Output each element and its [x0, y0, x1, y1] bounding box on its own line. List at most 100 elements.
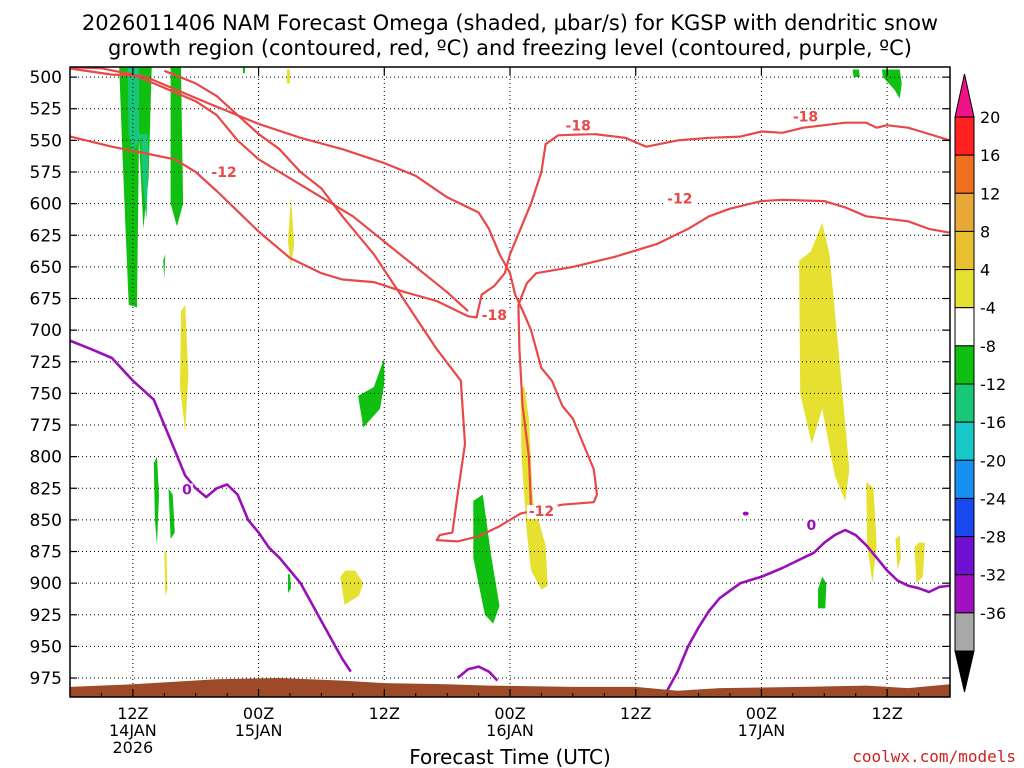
colorbar-swatch-2 — [954, 192, 975, 232]
y-tick-label-800: 800 — [30, 448, 62, 468]
colorbar-label-3: 8 — [980, 222, 990, 241]
y-tick-label-550: 550 — [30, 131, 62, 151]
omega-region-15 — [340, 570, 364, 605]
omega-region-10 — [153, 456, 159, 546]
colorbar-swatch-6 — [954, 345, 975, 385]
colorbar-top-arrow — [954, 73, 975, 118]
y-tick-label-950: 950 — [30, 637, 62, 657]
contour-label-bg-6 — [180, 483, 194, 498]
colorbar-swatch-8 — [954, 421, 975, 461]
colorbar-swatch-12 — [954, 574, 975, 614]
contour-minus18-0 — [70, 121, 950, 319]
x-tick-label-66-1: 17JAN — [738, 721, 786, 740]
plot-area: -12 -18 -18 -12 -12 -18 0 0 — [70, 67, 950, 697]
y-tick-label-575: 575 — [30, 163, 62, 183]
contour-label-bg-4 — [665, 192, 697, 207]
colorbar-swatch-5 — [954, 307, 975, 347]
y-tick-label-850: 850 — [30, 511, 62, 531]
y-tick-label-725: 725 — [30, 353, 62, 373]
x-tick-label-6-0: 12Z — [117, 704, 148, 723]
y-tick-label-675: 675 — [30, 290, 62, 310]
y-tick-label-750: 750 — [30, 384, 62, 404]
colorbar-swatch-1 — [954, 154, 975, 194]
y-tick-label-600: 600 — [30, 195, 62, 215]
y-tick-label-825: 825 — [30, 479, 62, 499]
colorbar: 20 16 12 8 4 -4 -8 -12 -16 -20 -24 -28 -32 -36 — [954, 73, 1006, 693]
contour-minus12-0 — [70, 67, 599, 543]
omega-region-4 — [170, 67, 184, 227]
x-tick-label-30-0: 12Z — [369, 704, 400, 723]
freezing-mark-0 — [742, 511, 749, 516]
omega-region-3 — [128, 134, 149, 219]
contour-label-bg-5 — [790, 110, 822, 125]
contour-label-bg-1 — [563, 119, 595, 134]
omega-region-13 — [287, 574, 291, 594]
colorbar-label-11: -28 — [980, 528, 1006, 547]
y-tick-label-525: 525 — [30, 100, 62, 120]
omega-region-23 — [895, 535, 901, 571]
y-tick-label-625: 625 — [30, 226, 62, 246]
omega-region-20 — [881, 69, 902, 99]
omega-region-24 — [914, 542, 925, 584]
colorbar-swatch-3 — [954, 230, 975, 271]
terrain-fill — [70, 678, 950, 697]
omega-region-19 — [852, 69, 860, 78]
contour-freezing-1 — [456, 665, 499, 682]
omega-region-18 — [799, 222, 850, 501]
omega-region-21 — [866, 481, 877, 584]
y-tick-label-975: 975 — [30, 669, 62, 689]
credit-text: coolwx.com/models — [852, 747, 1016, 766]
colorbar-swatch-9 — [954, 459, 975, 499]
x-tick-label-6-2: 2026 — [112, 738, 153, 757]
omega-region-22 — [818, 576, 827, 609]
axes: 500 525 550 575 600 625 650 675 700 725 750 775 800 8… — [30, 66, 951, 757]
y-tick-label-650: 650 — [30, 258, 62, 278]
contour-freezing-0 — [70, 339, 352, 673]
contour-label-2: -18 — [482, 308, 507, 324]
colorbar-label-1: 16 — [980, 146, 1000, 165]
y-tick-label-700: 700 — [30, 321, 62, 341]
colorbar-bottom-arrow — [954, 650, 975, 693]
colorbar-swatch-11 — [954, 536, 975, 576]
chart-title: 2026011406 NAM Forecast Omega (shaded, μ… — [82, 11, 938, 60]
colorbar-label-0: 20 — [980, 108, 1000, 127]
colorbar-label-9: -20 — [980, 451, 1006, 470]
x-tick-label-54-0: 12Z — [620, 704, 651, 723]
omega-region-5 — [163, 254, 166, 280]
x-tick-label-42-0: 00Z — [494, 704, 525, 723]
contour-label-7: 0 — [806, 518, 816, 534]
omega-region-16 — [473, 494, 500, 624]
colorbar-label-12: -32 — [980, 566, 1006, 585]
x-tick-label-6-1: 14JAN — [109, 721, 157, 740]
contour-minus12-1 — [517, 198, 950, 508]
colorbar-label-7: -12 — [980, 375, 1006, 394]
title-line-1: 2026011406 NAM Forecast Omega (shaded, μ… — [82, 11, 938, 35]
colorbar-swatch-0 — [954, 116, 975, 156]
title-line-2: growth region (contoured, red, ºC) and f… — [108, 36, 912, 60]
colorbar-label-8: -16 — [980, 413, 1006, 432]
contour-label-bg-2 — [479, 309, 511, 324]
contour-label-bg-0 — [209, 166, 241, 181]
colorbar-label-13: -36 — [980, 604, 1006, 623]
x-axis-label: Forecast Time (UTC) — [409, 745, 611, 768]
contour-label-6: 0 — [182, 483, 192, 499]
y-tick-label-900: 900 — [30, 574, 62, 594]
colorbar-swatch-7 — [954, 383, 975, 423]
omega-region-8 — [287, 197, 295, 267]
colorbar-swatch-10 — [954, 497, 975, 538]
contour-label-bg-3 — [526, 505, 558, 520]
omega-region-11 — [168, 488, 175, 539]
colorbar-swatch-13 — [954, 612, 975, 652]
contour-freezing-2 — [665, 528, 950, 692]
plot-clipped: -12 -18 -18 -12 -12 -18 0 0 — [70, 67, 950, 697]
x-tick-label-18-1: 15JAN — [235, 721, 283, 740]
colorbar-swatch-4 — [954, 269, 975, 309]
colorbar-label-10: -24 — [980, 489, 1006, 508]
colorbar-label-2: 12 — [980, 184, 1000, 203]
omega-region-12 — [164, 551, 168, 596]
y-tick-label-500: 500 — [30, 68, 62, 88]
omega-region-7 — [286, 69, 290, 84]
x-tick-label-42-1: 16JAN — [486, 721, 534, 740]
colorbar-label-4: 4 — [980, 261, 990, 280]
